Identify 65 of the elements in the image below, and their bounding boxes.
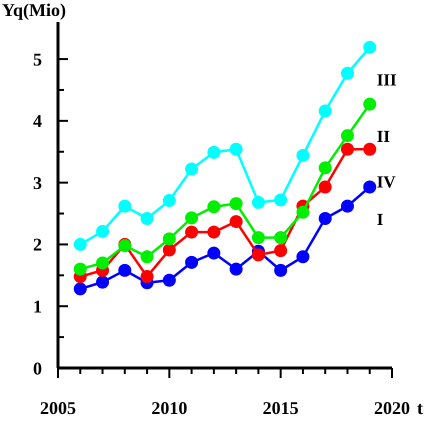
- point: [230, 142, 243, 156]
- point: [74, 262, 87, 276]
- point: [207, 200, 220, 214]
- point: [207, 226, 220, 239]
- point: [252, 231, 265, 244]
- y-tick-label: 0: [33, 358, 42, 378]
- point: [185, 256, 198, 269]
- point: [230, 197, 243, 210]
- point: [74, 282, 87, 296]
- point: [74, 238, 87, 251]
- point: [96, 256, 110, 270]
- point: [162, 243, 176, 256]
- point: [162, 274, 176, 287]
- point: [318, 212, 332, 225]
- x-tick-label: 2020: [374, 398, 410, 418]
- y-tick-label: 4: [33, 111, 42, 132]
- x-axis-title: t: [417, 398, 423, 418]
- x-tick-label: 2010: [151, 398, 188, 418]
- point: [363, 180, 376, 194]
- point: [340, 200, 354, 213]
- x-tick-label: 2005: [40, 398, 76, 418]
- point: [140, 212, 154, 225]
- point: [140, 270, 154, 284]
- point: [296, 206, 310, 219]
- point: [340, 66, 354, 80]
- point: [118, 264, 132, 277]
- point: [274, 231, 288, 244]
- y-axis-title: Yq(Mio): [2, 0, 66, 20]
- series-label: I: [376, 210, 384, 229]
- point: [340, 142, 354, 156]
- point: [185, 162, 198, 176]
- point: [162, 232, 176, 246]
- point: [363, 40, 376, 54]
- point: [340, 129, 354, 142]
- y-tick-label: 5: [33, 49, 42, 70]
- point: [207, 146, 220, 159]
- point: [230, 262, 243, 276]
- point: [296, 148, 310, 162]
- point: [252, 248, 265, 262]
- point: [296, 250, 310, 264]
- series-label: III: [376, 70, 397, 90]
- point: [162, 194, 176, 208]
- point: [207, 246, 220, 260]
- point: [185, 226, 198, 239]
- point: [363, 98, 376, 111]
- y-tick-label: 2: [33, 234, 42, 255]
- point: [185, 211, 198, 224]
- point: [274, 264, 288, 277]
- point: [318, 180, 332, 194]
- point: [274, 193, 288, 206]
- series-label: II: [376, 127, 390, 146]
- point: [318, 104, 332, 118]
- point: [252, 196, 265, 209]
- point: [140, 250, 154, 264]
- point: [230, 215, 243, 228]
- point: [274, 244, 288, 258]
- series-label: IV: [376, 172, 396, 192]
- y-tick-label: 1: [33, 296, 42, 317]
- x-tick-label: 2015: [262, 398, 299, 418]
- point: [318, 161, 332, 174]
- point: [118, 200, 132, 213]
- point: [363, 142, 376, 156]
- point: [96, 224, 110, 238]
- y-tick-label: 3: [33, 172, 42, 193]
- point: [96, 276, 110, 289]
